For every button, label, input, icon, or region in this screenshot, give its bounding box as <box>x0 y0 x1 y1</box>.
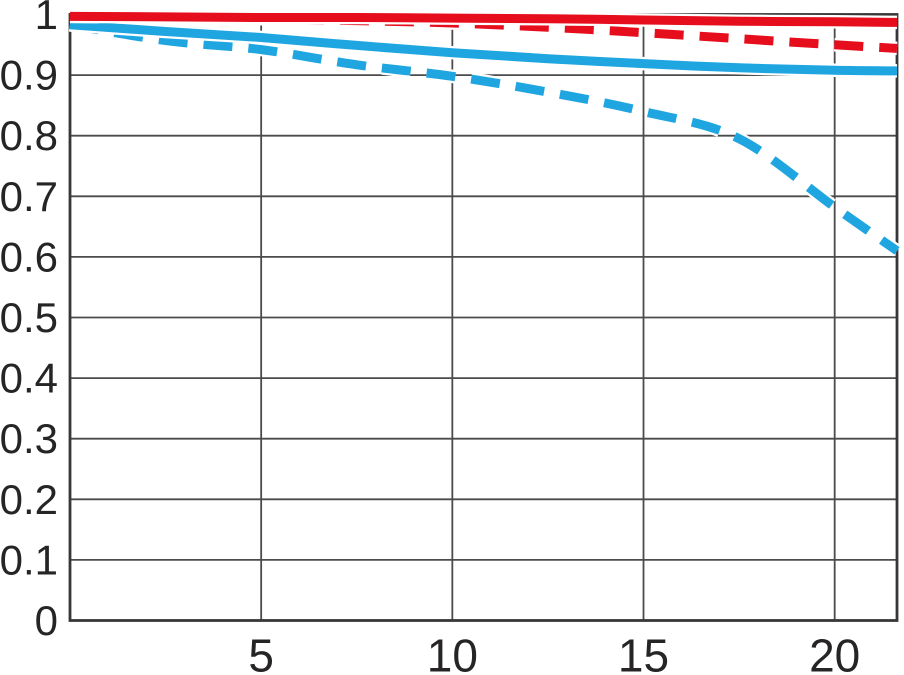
y-tick-label-0.1: 0.1 <box>0 536 58 583</box>
y-tick-label-0.8: 0.8 <box>0 112 58 159</box>
y-tick-label-0: 0 <box>35 597 58 644</box>
y-tick-label-0.6: 0.6 <box>0 233 58 280</box>
x-tick-label-10: 10 <box>427 630 478 675</box>
x-tick-label-15: 15 <box>618 630 669 675</box>
x-tick-label-5: 5 <box>248 630 274 675</box>
y-tick-label-0.3: 0.3 <box>0 415 58 462</box>
y-tick-label-0.2: 0.2 <box>0 476 58 523</box>
y-tick-label-0.4: 0.4 <box>0 355 58 402</box>
y-tick-label-1: 1 <box>35 0 58 38</box>
series-blue-solid <box>69 20 898 76</box>
y-tick-label-0.7: 0.7 <box>0 173 58 220</box>
y-tick-label-0.5: 0.5 <box>0 294 58 341</box>
x-tick-label-20: 20 <box>809 630 860 675</box>
series-red-solid <box>69 11 898 27</box>
y-tick-label-0.9: 0.9 <box>0 52 58 99</box>
series-blue-dashed <box>69 20 900 255</box>
